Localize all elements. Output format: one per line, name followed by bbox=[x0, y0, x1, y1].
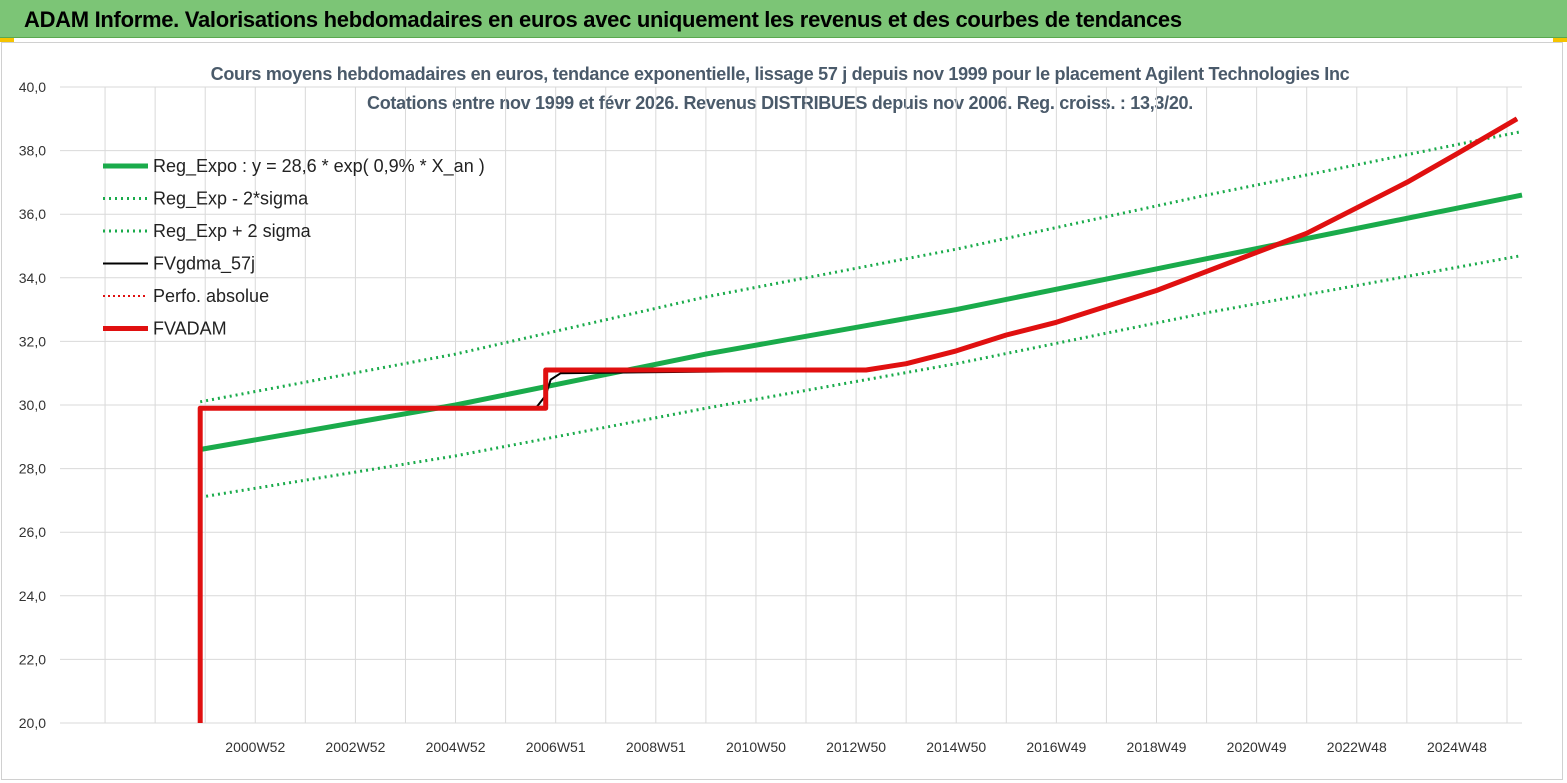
axes: 20,0 22,0 24,0 26,0 28,0 30,0 32,0 34,0 36,0 38,0… bbox=[19, 79, 1487, 755]
legend-label-3: FVgdma_57j bbox=[153, 254, 255, 275]
grid-lines bbox=[60, 86, 1522, 724]
corner-marker-left bbox=[0, 38, 14, 42]
x-tick-label: 2002W52 bbox=[325, 739, 385, 755]
x-tick-label: 2014W50 bbox=[926, 739, 986, 755]
y-tick-label: 40,0 bbox=[19, 79, 46, 95]
report-header: ADAM Informe. Valorisations hebdomadaire… bbox=[0, 0, 1567, 38]
x-tick-label: 2022W48 bbox=[1327, 739, 1387, 755]
y-tick-label: 30,0 bbox=[19, 397, 46, 413]
legend: Reg_Expo : y = 28,6 * exp( 0,9% * X_an )… bbox=[103, 156, 485, 339]
series-lines bbox=[197, 116, 1523, 723]
x-tick-label: 2006W51 bbox=[526, 739, 586, 755]
x-tick-label: 2000W52 bbox=[225, 739, 285, 755]
legend-label-4: Perfo. absolue bbox=[153, 286, 269, 306]
corner-marker-right bbox=[1553, 38, 1567, 42]
x-tick-label: 2018W49 bbox=[1127, 739, 1187, 755]
y-tick-label: 32,0 bbox=[19, 333, 46, 349]
series-line-3 bbox=[199, 117, 1518, 723]
x-tick-label: 2004W52 bbox=[426, 739, 486, 755]
x-tick-label: 2010W50 bbox=[726, 739, 786, 755]
legend-label-0: Reg_Expo : y = 28,6 * exp( 0,9% * X_an ) bbox=[153, 156, 485, 177]
y-tick-label: 36,0 bbox=[19, 206, 46, 222]
y-tick-label: 28,0 bbox=[19, 461, 46, 477]
x-tick-label: 2016W49 bbox=[1026, 739, 1086, 755]
series-line-0 bbox=[199, 192, 1523, 452]
series-line-5 bbox=[197, 116, 1519, 723]
y-tick-label: 26,0 bbox=[19, 524, 46, 540]
x-tick-label: 2020W49 bbox=[1227, 739, 1287, 755]
legend-label-5: FVADAM bbox=[153, 319, 227, 339]
x-tick-label: 2012W50 bbox=[826, 739, 886, 755]
chart-subtitle: Cotations entre nov 1999 et févr 2026. R… bbox=[367, 93, 1193, 113]
series-line-2 bbox=[199, 130, 1523, 404]
series-line-1 bbox=[199, 254, 1523, 499]
y-tick-label: 38,0 bbox=[19, 143, 46, 159]
y-tick-label: 20,0 bbox=[19, 715, 46, 731]
chart-title: Cours moyens hebdomadaires en euros, ten… bbox=[210, 64, 1350, 84]
y-tick-label: 24,0 bbox=[19, 588, 46, 604]
legend-label-2: Reg_Exp + 2 sigma bbox=[153, 221, 312, 242]
legend-label-1: Reg_Exp - 2*sigma bbox=[153, 189, 309, 210]
y-tick-label: 22,0 bbox=[19, 651, 46, 667]
y-tick-label: 34,0 bbox=[19, 270, 46, 286]
report-title: ADAM Informe. Valorisations hebdomadaire… bbox=[24, 7, 1182, 32]
x-tick-label: 2008W51 bbox=[626, 739, 686, 755]
x-tick-label: 2024W48 bbox=[1427, 739, 1487, 755]
